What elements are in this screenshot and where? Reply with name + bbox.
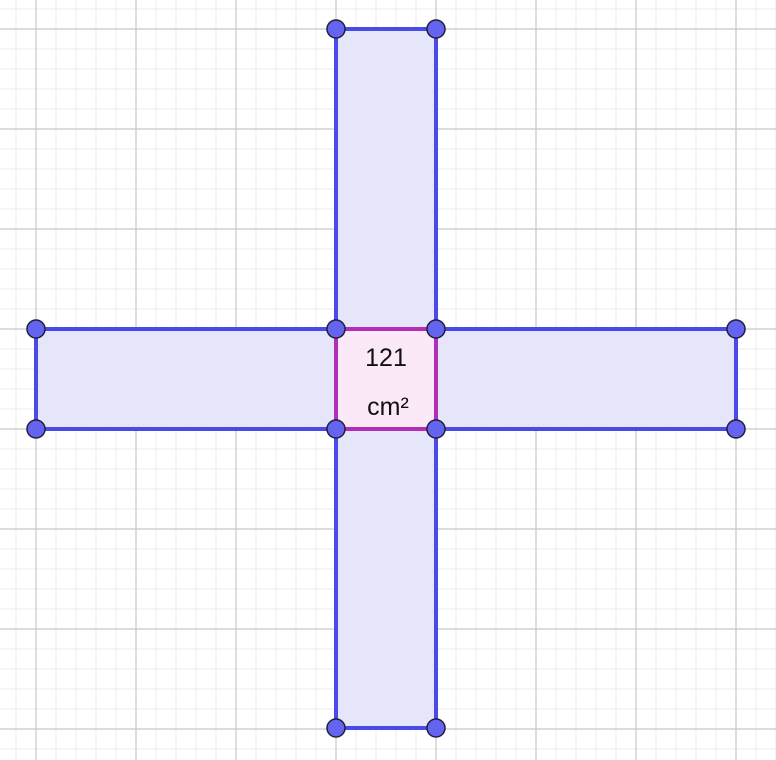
area-unit-label: cm²	[367, 393, 409, 421]
area-label: 121 cm²	[365, 344, 409, 421]
area-value-label: 121	[365, 344, 407, 372]
top-rectangle[interactable]	[334, 27, 438, 331]
vertex-top-right[interactable]	[426, 19, 446, 39]
vertex-left-bottom[interactable]	[26, 419, 46, 439]
vertex-right-top[interactable]	[726, 319, 746, 339]
right-rectangle[interactable]	[434, 327, 738, 431]
vertices[interactable]	[26, 19, 746, 738]
vertex-bottom-right[interactable]	[426, 718, 446, 738]
vertex-right-bottom[interactable]	[726, 419, 746, 439]
vertex-left-top[interactable]	[26, 319, 46, 339]
vertex-center-top-right[interactable]	[426, 319, 446, 339]
bottom-rectangle[interactable]	[334, 427, 438, 730]
cross-shape	[34, 27, 738, 730]
vertex-center-top-left[interactable]	[326, 319, 346, 339]
left-rectangle[interactable]	[34, 327, 338, 431]
vertex-center-bottom-right[interactable]	[426, 419, 446, 439]
vertex-top-left[interactable]	[326, 19, 346, 39]
vertex-center-bottom-left[interactable]	[326, 419, 346, 439]
vertex-bottom-left[interactable]	[326, 718, 346, 738]
